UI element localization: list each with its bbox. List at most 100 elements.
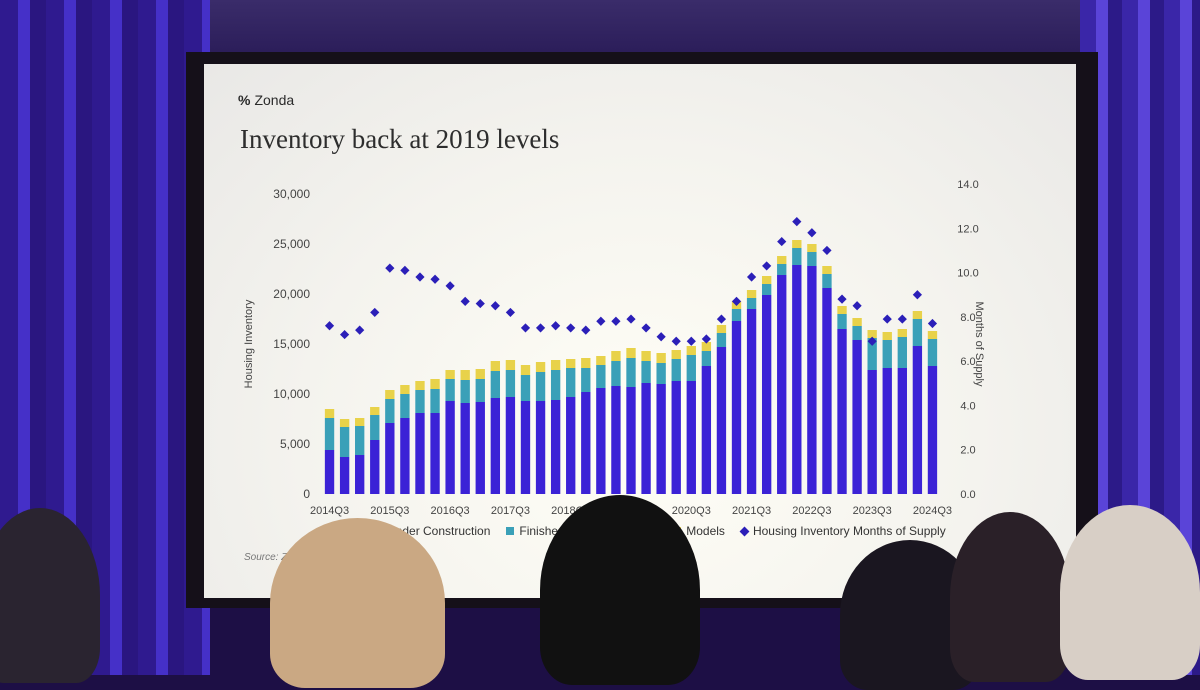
x-tick-label: 2014Q3 bbox=[310, 505, 349, 517]
months-supply-point bbox=[656, 332, 666, 342]
months-supply-point bbox=[370, 307, 380, 318]
bar-segment bbox=[566, 368, 576, 397]
y2-axis-title: Months of Supply bbox=[973, 302, 985, 387]
bar-segment bbox=[581, 392, 591, 494]
bar-segment bbox=[520, 401, 531, 494]
months-supply-point bbox=[867, 336, 877, 346]
bar-segment bbox=[505, 360, 516, 370]
bar-segment bbox=[867, 330, 877, 338]
months-supply-point bbox=[762, 261, 772, 271]
months-supply-point bbox=[626, 314, 636, 324]
bar-segment bbox=[535, 362, 546, 372]
months-supply-point bbox=[701, 334, 711, 344]
months-supply-point bbox=[852, 301, 862, 311]
audience-head bbox=[950, 512, 1070, 682]
bar-segment bbox=[731, 309, 742, 321]
months-supply-point bbox=[716, 314, 727, 324]
months-supply-point bbox=[475, 298, 485, 309]
bar-segment bbox=[550, 400, 561, 494]
bar-segment bbox=[927, 339, 938, 366]
bar-segment bbox=[882, 368, 892, 494]
months-supply-point bbox=[882, 314, 892, 324]
bar-segment bbox=[505, 397, 516, 494]
bar-segment bbox=[339, 419, 350, 427]
bar-segment bbox=[415, 390, 425, 413]
y2-tick-label: 4.0 bbox=[960, 400, 975, 412]
bar-segment bbox=[671, 350, 681, 359]
months-supply-point bbox=[777, 236, 787, 247]
y-tick-label: 30,000 bbox=[273, 187, 310, 201]
logo-text: Zonda bbox=[254, 92, 295, 108]
bar-segment bbox=[370, 440, 380, 494]
months-supply-point bbox=[400, 265, 410, 275]
bar-segment bbox=[897, 368, 907, 494]
bar-segment bbox=[339, 427, 350, 457]
x-tick-label: 2015Q3 bbox=[370, 505, 409, 517]
bar-segment bbox=[581, 358, 591, 368]
bar-segment bbox=[897, 337, 907, 368]
months-supply-point bbox=[596, 316, 606, 326]
bar-segment bbox=[882, 340, 892, 368]
slide-title: Inventory back at 2019 levels bbox=[240, 124, 560, 154]
bar-segment bbox=[927, 331, 938, 339]
y2-tick-label: 0.0 bbox=[960, 489, 975, 501]
bar-segment bbox=[912, 319, 923, 346]
y-tick-label: 5,000 bbox=[280, 437, 310, 451]
bar-segment bbox=[746, 290, 757, 298]
bar-segment bbox=[490, 398, 501, 494]
bar-segment bbox=[807, 252, 817, 266]
x-tick-label: 2016Q3 bbox=[431, 505, 470, 517]
bar-segment bbox=[852, 326, 862, 340]
bar-segment bbox=[792, 265, 802, 494]
bar-segment bbox=[671, 359, 681, 381]
months-supply-point bbox=[671, 336, 681, 346]
audience-head bbox=[540, 495, 700, 685]
bar-segment bbox=[792, 240, 802, 248]
bar-segment bbox=[339, 457, 350, 494]
bar-segment bbox=[701, 366, 712, 494]
bar-segment bbox=[912, 311, 923, 319]
bar-segment bbox=[867, 370, 877, 494]
legend-item-months-supply: Housing Inventory Months of Supply bbox=[739, 524, 946, 538]
bar-segment bbox=[777, 264, 787, 275]
bar-segment bbox=[475, 379, 485, 402]
bar-segment bbox=[807, 266, 817, 494]
months-supply-point bbox=[490, 301, 500, 311]
bar-segment bbox=[611, 351, 621, 361]
bar-segment bbox=[550, 370, 561, 400]
bar-segment bbox=[852, 340, 862, 494]
months-supply-point bbox=[792, 217, 802, 227]
legend-swatch-finished-vacant bbox=[506, 527, 515, 535]
y-tick-label: 10,000 bbox=[273, 387, 310, 401]
bar-segment bbox=[566, 397, 576, 494]
inventory-chart: 0 5,000 10,000 15,000 20,000 25,000 30,000 0.0 2… bbox=[243, 179, 985, 517]
bar-segment bbox=[837, 314, 847, 329]
bar-segment bbox=[566, 359, 576, 368]
months-supply-point bbox=[912, 290, 922, 300]
months-supply-point bbox=[807, 228, 817, 238]
bar-segment bbox=[430, 379, 440, 389]
bar-segment bbox=[867, 338, 877, 370]
legend-label: Housing Inventory Months of Supply bbox=[752, 524, 946, 538]
months-supply-point bbox=[430, 274, 440, 284]
months-supply-point bbox=[566, 323, 576, 333]
bar-segment bbox=[475, 402, 485, 494]
bar-segment bbox=[656, 353, 666, 363]
bar-segment bbox=[400, 394, 410, 418]
x-tick-label: 2022Q3 bbox=[792, 505, 831, 517]
bar-segment bbox=[596, 388, 606, 494]
y2-tick-label: 10.0 bbox=[957, 268, 978, 280]
bar-segment bbox=[626, 387, 636, 494]
bar-segment bbox=[535, 401, 546, 494]
months-supply-point bbox=[822, 245, 832, 256]
bar-segment bbox=[852, 318, 862, 326]
bar-segment bbox=[611, 361, 621, 386]
bar-segment bbox=[520, 375, 531, 401]
months-supply-point bbox=[340, 329, 350, 340]
bar-segment bbox=[746, 309, 757, 494]
bar-segment bbox=[581, 368, 591, 392]
bar-segment bbox=[686, 381, 696, 494]
bar-segment bbox=[746, 298, 757, 309]
source-note: Source: Zonda bbox=[244, 552, 310, 563]
bar-segment bbox=[807, 244, 817, 252]
